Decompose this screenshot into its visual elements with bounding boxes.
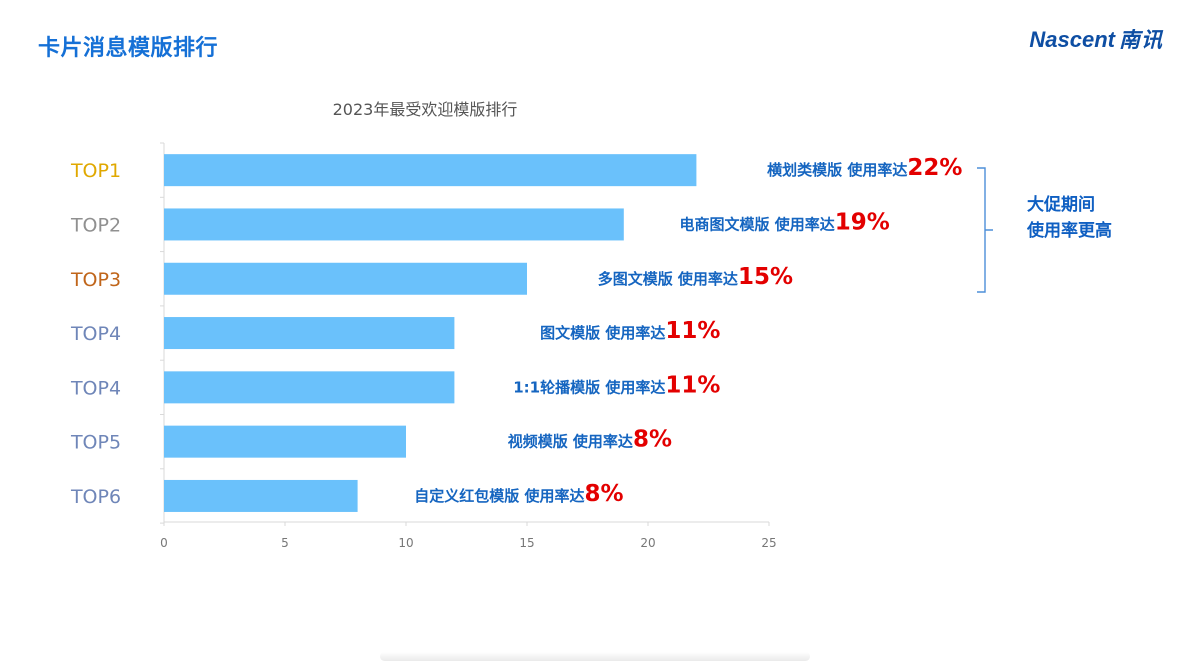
chart-title: 2023年最受欢迎模版排行 [333, 100, 518, 119]
category-label: TOP2 [70, 214, 121, 236]
category-label: TOP4 [70, 377, 121, 399]
usage-rate: 11% [665, 318, 720, 344]
x-tick-label: 25 [761, 536, 776, 550]
bar [164, 317, 455, 350]
category-label: TOP4 [70, 323, 121, 345]
bracket-note-line1: 大促期间 [1027, 194, 1095, 215]
usage-rate: 11% [665, 372, 720, 398]
bar [164, 154, 697, 187]
template-name: 1:1轮播模版 使用率达 [513, 378, 665, 396]
bar [164, 208, 624, 241]
nascent-logo: Nascent 南讯 [1029, 24, 1163, 54]
footer-shadow [380, 652, 810, 661]
page-title: 卡片消息模版排行 [38, 36, 219, 61]
bar [164, 425, 406, 458]
usage-rate: 15% [738, 264, 793, 290]
data-label: 电商图文模版 使用率达19% [680, 209, 890, 235]
logo-text: Nascent [1029, 27, 1115, 52]
template-name: 电商图文模版 使用率达 [680, 215, 835, 233]
data-label: 多图文模版 使用率达15% [598, 264, 793, 290]
usage-rate: 8% [633, 427, 672, 453]
data-label: 自定义红包模版 使用率达8% [414, 481, 623, 507]
template-name: 横划类模版 使用率达 [767, 161, 907, 179]
data-label: 横划类模版 使用率达22% [767, 155, 962, 181]
bracket-note-line2: 使用率更高 [1026, 220, 1112, 241]
x-tick-label: 5 [281, 536, 289, 550]
usage-rate: 8% [585, 481, 624, 507]
x-tick-label: 0 [160, 536, 168, 550]
data-label: 图文模版 使用率达11% [540, 318, 720, 344]
bar [164, 371, 455, 404]
template-name: 自定义红包模版 使用率达 [414, 487, 584, 505]
category-label: TOP6 [70, 486, 121, 508]
category-label: TOP1 [70, 160, 121, 182]
x-tick-label: 15 [519, 536, 534, 550]
usage-rate: 22% [907, 155, 962, 181]
data-label: 1:1轮播模版 使用率达11% [513, 372, 720, 398]
bar [164, 262, 527, 295]
data-label: 视频模版 使用率达8% [508, 427, 672, 453]
template-name: 图文模版 使用率达 [540, 324, 665, 342]
template-name: 多图文模版 使用率达 [598, 270, 738, 288]
x-tick-label: 10 [398, 536, 413, 550]
logo-cn-text: 南讯 [1119, 29, 1163, 52]
top3-bracket [977, 167, 993, 293]
x-tick-label: 20 [640, 536, 655, 550]
category-label: TOP5 [70, 432, 121, 454]
category-label: TOP3 [70, 269, 121, 291]
bar [164, 479, 358, 512]
template-name: 视频模版 使用率达 [508, 433, 633, 451]
usage-rate: 19% [835, 209, 890, 235]
